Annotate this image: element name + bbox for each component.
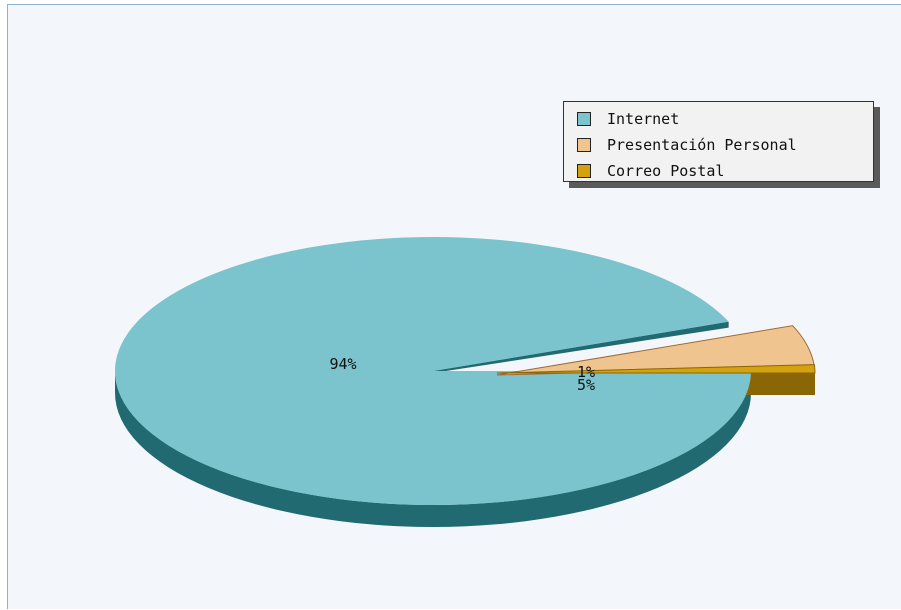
pie-chart: 94% 5%1% — [115, 236, 816, 528]
pie-slice-edge-0 — [433, 321, 729, 373]
legend-item-presentacion-personal: Presentación Personal — [564, 132, 873, 158]
legend-label: Internet — [607, 110, 680, 128]
legend-swatch — [577, 112, 591, 126]
data-label-2: 1% — [577, 363, 595, 381]
legend-item-correo-postal: Correo Postal — [564, 158, 873, 184]
pie-slice-side-0 — [115, 371, 751, 528]
data-label-0: 94% — [329, 355, 356, 373]
legend-item-internet: Internet — [564, 106, 873, 132]
data-label-1: 5% — [577, 376, 595, 394]
pie-slice-2 — [496, 364, 816, 374]
legend-label: Correo Postal — [607, 162, 725, 180]
legend-swatch — [577, 164, 591, 178]
legend: Internet Presentación Personal Correo Po… — [563, 101, 874, 182]
chart-frame: 94% 5% 1% Internet Presentación Personal C… — [7, 4, 901, 609]
legend-swatch — [577, 138, 591, 152]
pie-slice-0 — [115, 236, 752, 505]
legend-label: Presentación Personal — [607, 136, 797, 154]
